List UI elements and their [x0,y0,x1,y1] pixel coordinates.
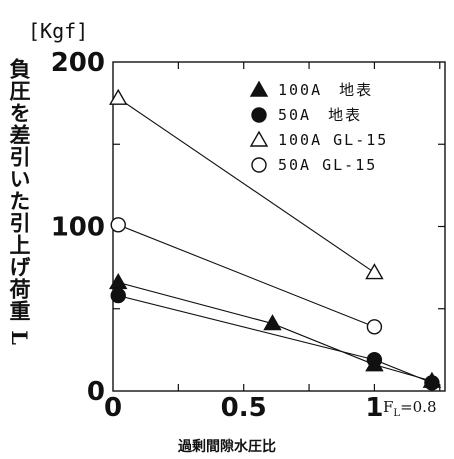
fl-end-label: FL=0.8 [383,398,437,419]
data-series [109,88,442,391]
legend-entry-label: 100A GL-15 [278,131,388,149]
y-axis-label: 負圧を差引いた引上げ荷重 L [7,58,32,347]
data-point [263,314,282,331]
data-point [366,319,383,335]
legend-entry-label: 50A 地表 [278,106,362,124]
series-line [118,224,375,328]
data-point [251,157,267,173]
y-tick-label: 100 [51,213,105,243]
series-group [110,217,383,335]
y-tick-label: 200 [51,48,105,78]
data-point [251,107,267,123]
x-tick-label: 0.5 [221,393,267,423]
data-point [110,287,126,304]
axis-ticks [113,62,445,391]
series-group [109,88,384,280]
data-point [366,352,383,368]
series-line [117,97,375,274]
data-point [365,263,384,280]
legend: 100A 地表 50A 地表 100A GL-15 50A GL-15 [249,80,388,174]
data-point [249,130,269,147]
x-axis-label: 過剰間隙水圧比 [178,439,276,455]
x-tick-label: 0 [104,393,122,423]
y-tick-label: 0 [87,377,105,407]
series-line [118,281,433,382]
legend-entry-label: 50A GL-15 [278,156,377,174]
data-point [109,88,128,105]
y-unit-label: [Kgf] [28,19,88,43]
series-group [109,273,442,388]
x-tick-label: 1 [365,393,383,423]
legend-entry-label: 100A 地表 [278,81,373,99]
tick-labels: 0 100 200 0 0.5 1 [Kgf] [28,19,383,423]
data-point [249,80,269,97]
series-group [110,287,440,391]
data-point [110,217,126,233]
series-line [118,295,433,384]
data-point [424,375,440,391]
